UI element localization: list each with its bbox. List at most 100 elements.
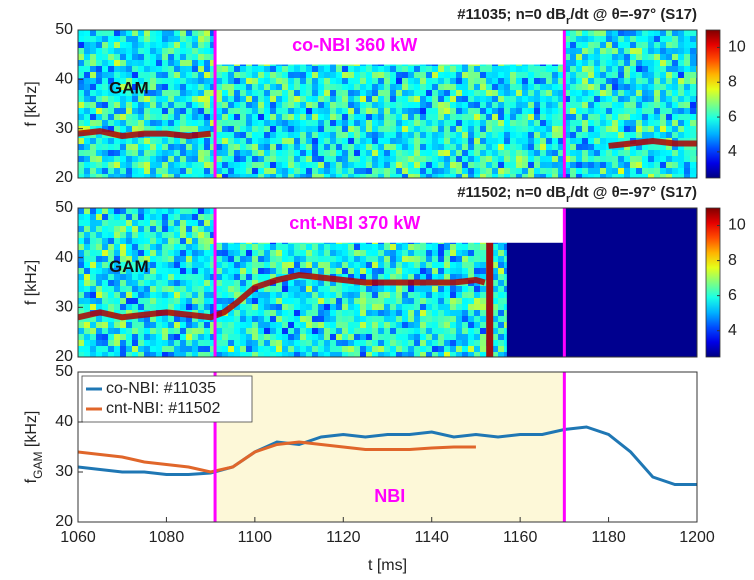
noise-cell <box>456 72 462 78</box>
noise-cell <box>600 90 606 96</box>
noise-cell <box>600 60 606 66</box>
noise-cell <box>222 66 228 72</box>
noise-cell <box>480 268 486 274</box>
noise-cell <box>294 256 300 262</box>
noise-cell <box>162 268 168 274</box>
noise-cell <box>294 108 300 114</box>
noise-cell <box>420 256 426 262</box>
noise-cell <box>198 280 204 286</box>
noise-cell <box>366 120 372 126</box>
noise-cell <box>216 102 222 108</box>
noise-cell <box>132 286 138 292</box>
noise-cell <box>654 60 660 66</box>
noise-cell <box>660 114 666 120</box>
noise-cell <box>144 162 150 168</box>
noise-cell <box>684 162 690 168</box>
noise-cell <box>228 132 234 138</box>
noise-cell <box>396 90 402 96</box>
noise-cell <box>294 322 300 328</box>
noise-cell <box>222 138 228 144</box>
noise-cell <box>630 120 636 126</box>
noise-cell <box>162 138 168 144</box>
noise-cell <box>450 84 456 90</box>
noise-cell <box>690 72 696 78</box>
noise-cell <box>216 292 222 298</box>
noise-cell <box>534 168 540 174</box>
noise-cell <box>78 60 84 66</box>
noise-cell <box>120 108 126 114</box>
noise-cell <box>330 174 336 180</box>
noise-cell <box>240 96 246 102</box>
noise-cell <box>576 120 582 126</box>
noise-cell <box>294 316 300 322</box>
noise-cell <box>612 162 618 168</box>
noise-cell <box>366 304 372 310</box>
noise-cell <box>324 78 330 84</box>
noise-cell <box>96 102 102 108</box>
noise-cell <box>624 36 630 42</box>
noise-cell <box>582 144 588 150</box>
noise-cell <box>258 96 264 102</box>
noise-cell <box>228 102 234 108</box>
noise-cell <box>186 108 192 114</box>
noise-cell <box>408 334 414 340</box>
noise-cell <box>390 96 396 102</box>
noise-cell <box>648 48 654 54</box>
noise-cell <box>84 150 90 156</box>
noise-cell <box>84 42 90 48</box>
noise-cell <box>186 102 192 108</box>
noise-cell <box>204 238 210 244</box>
noise-cell <box>408 244 414 250</box>
noise-cell <box>168 298 174 304</box>
noise-cell <box>582 114 588 120</box>
noise-cell <box>666 60 672 66</box>
noise-cell <box>618 48 624 54</box>
noise-cell <box>138 220 144 226</box>
noise-cell <box>234 322 240 328</box>
noise-cell <box>660 66 666 72</box>
noise-cell <box>192 334 198 340</box>
noise-cell <box>276 174 282 180</box>
noise-cell <box>510 96 516 102</box>
noise-cell <box>282 256 288 262</box>
noise-cell <box>606 48 612 54</box>
noise-cell <box>264 84 270 90</box>
noise-cell <box>402 304 408 310</box>
noise-cell <box>120 72 126 78</box>
noise-cell <box>510 168 516 174</box>
noise-cell <box>396 102 402 108</box>
noise-cell <box>174 250 180 256</box>
noise-cell <box>402 334 408 340</box>
noise-cell <box>372 262 378 268</box>
noise-cell <box>576 102 582 108</box>
noise-cell <box>402 168 408 174</box>
noise-cell <box>174 30 180 36</box>
noise-cell <box>462 138 468 144</box>
noise-cell <box>648 54 654 60</box>
noise-cell <box>90 42 96 48</box>
noise-cell <box>120 36 126 42</box>
noise-cell <box>474 322 480 328</box>
noise-cell <box>540 84 546 90</box>
noise-cell <box>300 114 306 120</box>
noise-cell <box>162 42 168 48</box>
noise-cell <box>84 232 90 238</box>
noise-cell <box>192 238 198 244</box>
noise-cell <box>384 322 390 328</box>
noise-cell <box>414 274 420 280</box>
noise-cell <box>480 292 486 298</box>
noise-cell <box>402 114 408 120</box>
noise-cell <box>594 108 600 114</box>
noise-cell <box>450 66 456 72</box>
noise-cell <box>162 346 168 352</box>
noise-cell <box>186 78 192 84</box>
noise-cell <box>120 42 126 48</box>
noise-cell <box>330 156 336 162</box>
noise-cell <box>144 36 150 42</box>
noise-cell <box>546 150 552 156</box>
noise-cell <box>84 226 90 232</box>
noise-cell <box>144 226 150 232</box>
noise-cell <box>108 54 114 60</box>
noise-cell <box>492 90 498 96</box>
noise-cell <box>630 156 636 162</box>
